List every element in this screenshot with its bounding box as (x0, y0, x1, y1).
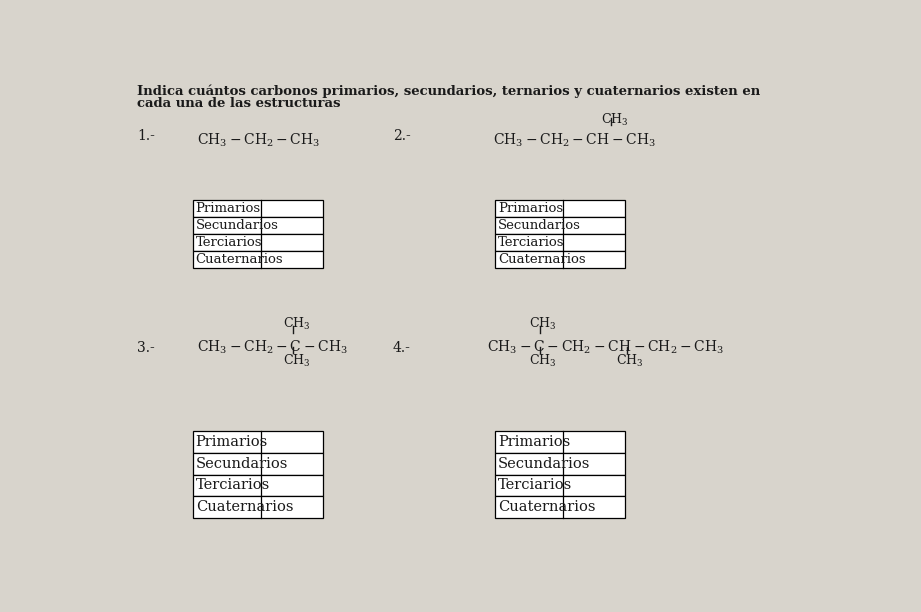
Text: Cuaternarios: Cuaternarios (498, 253, 586, 266)
Bar (192, 217, 323, 234)
Text: 4.-: 4.- (392, 341, 411, 356)
Text: Cuaternarios: Cuaternarios (498, 500, 596, 514)
Text: Secundarios: Secundarios (498, 219, 581, 233)
Text: 1.-: 1.- (137, 129, 155, 143)
Text: Terciarios: Terciarios (196, 236, 262, 249)
Bar (495, 252, 625, 268)
Bar (495, 431, 625, 453)
Text: Terciarios: Terciarios (498, 479, 572, 493)
Text: Secundarios: Secundarios (196, 457, 288, 471)
Bar (192, 496, 323, 518)
Bar (192, 475, 323, 496)
Text: Secundarios: Secundarios (196, 219, 278, 233)
Bar (192, 252, 323, 268)
Text: $\mathregular{CH_3}$: $\mathregular{CH_3}$ (616, 353, 643, 369)
Bar (192, 234, 323, 252)
Bar (192, 453, 323, 475)
Bar (495, 201, 625, 217)
Text: $\mathregular{CH_3}$: $\mathregular{CH_3}$ (529, 353, 556, 369)
Text: Primarios: Primarios (498, 203, 563, 215)
Text: Indica cuántos carbonos primarios, secundarios, ternarios y cuaternarios existen: Indica cuántos carbonos primarios, secun… (137, 84, 760, 98)
Text: Primarios: Primarios (196, 435, 268, 449)
Text: cada una de las estructuras: cada una de las estructuras (137, 97, 341, 110)
Text: $\mathregular{CH_3}$: $\mathregular{CH_3}$ (601, 112, 628, 128)
Text: $\mathregular{CH_3}$: $\mathregular{CH_3}$ (283, 353, 310, 369)
Text: $\mathregular{CH_3-CH_2-CH-CH_3}$: $\mathregular{CH_3-CH_2-CH-CH_3}$ (494, 132, 657, 149)
Text: $\mathregular{CH_3}$: $\mathregular{CH_3}$ (529, 316, 556, 332)
Bar (192, 431, 323, 453)
Text: 3.-: 3.- (137, 341, 155, 356)
Text: $\mathregular{CH_3}$: $\mathregular{CH_3}$ (283, 316, 310, 332)
Bar (495, 475, 625, 496)
Text: Terciarios: Terciarios (196, 479, 270, 493)
Text: 2.-: 2.- (392, 129, 411, 143)
Bar (495, 234, 625, 252)
Text: $\mathregular{CH_3-C-CH_2-CH-CH_2-CH_3}$: $\mathregular{CH_3-C-CH_2-CH-CH_2-CH_3}$ (487, 339, 724, 356)
Text: Terciarios: Terciarios (498, 236, 565, 249)
Bar (192, 201, 323, 217)
Text: $\mathregular{CH_3-CH_2-C-CH_3}$: $\mathregular{CH_3-CH_2-C-CH_3}$ (196, 339, 347, 356)
Text: Cuaternarios: Cuaternarios (196, 500, 293, 514)
Text: Primarios: Primarios (196, 203, 261, 215)
Bar (495, 217, 625, 234)
Text: Cuaternarios: Cuaternarios (196, 253, 284, 266)
Text: $\mathregular{CH_3-CH_2-CH_3}$: $\mathregular{CH_3-CH_2-CH_3}$ (196, 132, 320, 149)
Text: Primarios: Primarios (498, 435, 570, 449)
Text: Secundarios: Secundarios (498, 457, 590, 471)
Bar (495, 453, 625, 475)
Bar (495, 496, 625, 518)
